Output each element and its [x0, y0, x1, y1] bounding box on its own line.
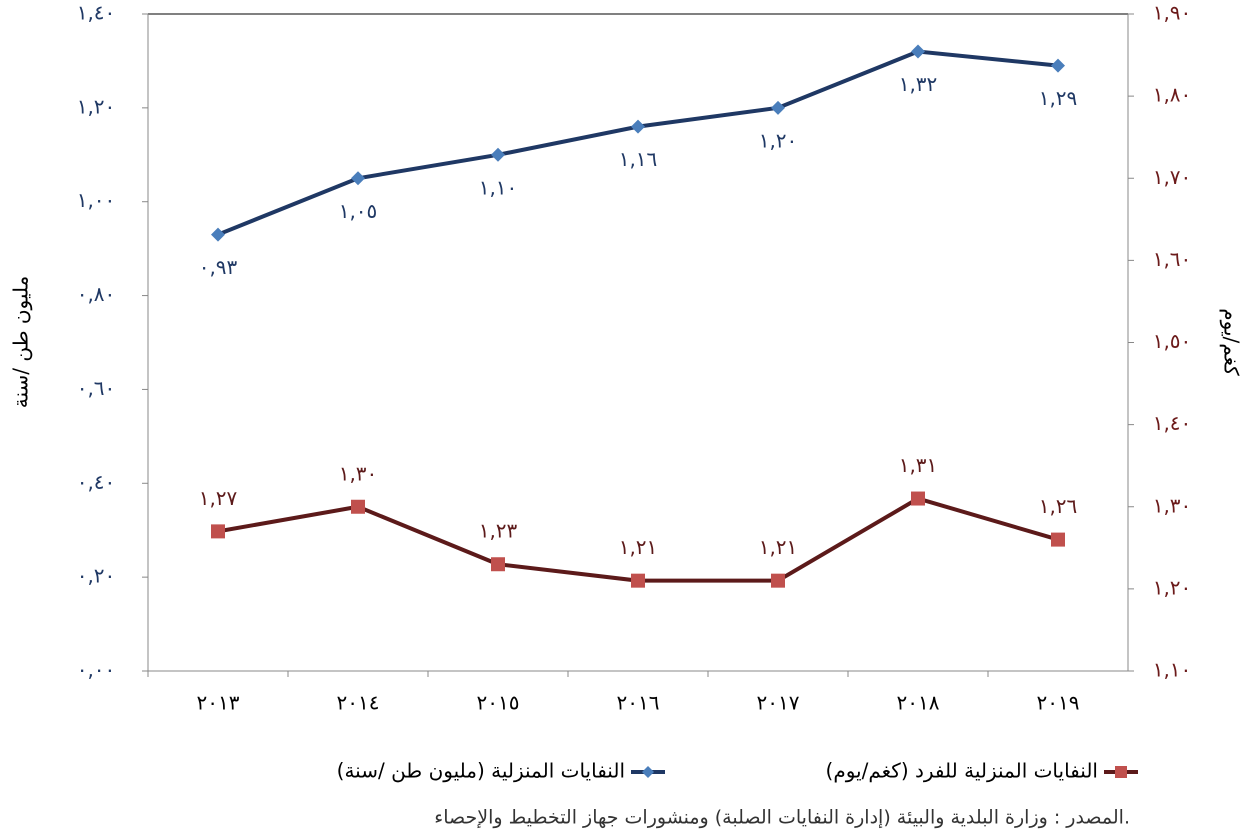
data-label: ١,٢٣: [479, 519, 518, 543]
x-tick-label: ٢٠١٤: [337, 691, 380, 715]
data-point: [771, 573, 785, 588]
data-point: [631, 119, 645, 134]
y-tick-label: ٠,٦٠: [77, 376, 116, 400]
data-label: ١,٣٠: [339, 461, 378, 485]
data-label: ١,١٦: [619, 147, 658, 171]
plot-frame: [147, 13, 1129, 672]
y2-tick-label: ١,٩٠: [1153, 1, 1192, 25]
legend-label: النفايات المنزلية للفرد (كغم/يوم): [826, 759, 1098, 783]
y2-tick-label: ١,٢٠: [1153, 575, 1192, 599]
legend-label: النفايات المنزلية (مليون طن /سنة): [337, 759, 625, 783]
data-point: [911, 44, 925, 59]
y2-tick-label: ١,١٠: [1153, 658, 1192, 682]
data-label: ١,٠٥: [339, 199, 378, 223]
legend-marker: [642, 766, 654, 778]
y-tick-label: ١,٤٠: [77, 1, 116, 25]
data-point: [351, 171, 365, 186]
data-point: [1051, 58, 1065, 73]
x-tick-label: ٢٠١٥: [477, 691, 520, 715]
y2-tick-label: ١,٦٠: [1153, 247, 1192, 271]
y-tick-label: ١,٢٠: [77, 94, 116, 118]
x-tick-label: ٢٠١٨: [897, 691, 940, 715]
y-tick-label: ٠,٢٠: [77, 564, 116, 588]
x-tick-label: ٢٠١٧: [757, 691, 800, 715]
data-point: [491, 147, 505, 162]
data-label: ١,٢٩: [1039, 86, 1078, 110]
y-tick-label: ١,٠٠: [77, 188, 116, 212]
y2-axis-label: كغم/يوم: [1220, 308, 1244, 376]
data-label: ١,٢١: [759, 535, 798, 559]
data-label: ١,٢٦: [1039, 494, 1078, 518]
data-label: ٠,٩٣: [199, 255, 238, 279]
x-tick-label: ٢٠١٣: [197, 691, 240, 715]
y2-tick-label: ١,٨٠: [1153, 83, 1192, 107]
data-label: ١,٢٠: [759, 128, 798, 152]
x-tick-label: ٢٠١٩: [1037, 691, 1080, 715]
data-point: [911, 491, 925, 506]
data-point: [211, 524, 225, 539]
data-point: [631, 573, 645, 588]
y-tick-label: ٠,٠٠: [77, 658, 116, 682]
legend-marker: [1115, 766, 1127, 778]
y2-tick-label: ١,٣٠: [1153, 493, 1192, 517]
data-label: ١,٣١: [899, 453, 938, 477]
y2-tick-label: ١,٤٠: [1153, 411, 1192, 435]
data-point: [771, 100, 785, 115]
y-axis-label: مليون طن /سنة: [9, 276, 33, 409]
data-point: [1051, 532, 1065, 547]
data-label: ١,٢٧: [199, 486, 238, 510]
source-note: المصدر : وزارة البلدية والبيئة (إدارة ال…: [434, 807, 1130, 830]
data-label: ١,٢١: [619, 535, 658, 559]
data-label: ١,٣٢: [899, 72, 938, 96]
y-tick-label: ٠,٤٠: [77, 470, 116, 494]
x-tick-label: ٢٠١٦: [617, 691, 660, 715]
data-point: [211, 227, 225, 242]
data-point: [351, 499, 365, 514]
y2-tick-label: ١,٥٠: [1153, 329, 1192, 353]
data-label: ١,١٠: [479, 175, 518, 199]
y-tick-label: ٠,٨٠: [77, 282, 116, 306]
y2-tick-label: ١,٧٠: [1153, 165, 1192, 189]
data-point: [491, 557, 505, 572]
